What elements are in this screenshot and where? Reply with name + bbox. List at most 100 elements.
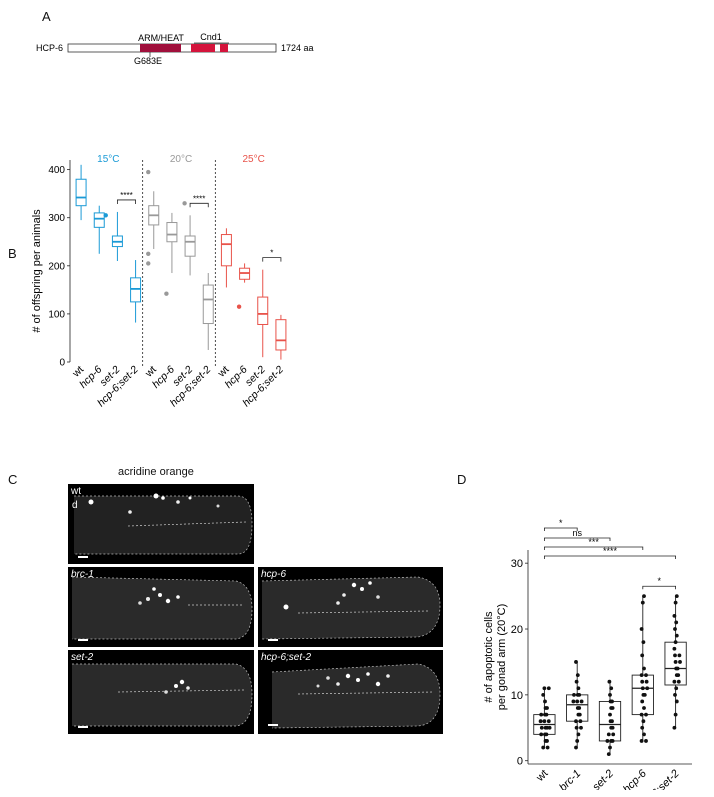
y-tick-label: 400: [48, 165, 65, 176]
data-point: [546, 719, 551, 724]
scale-bar: [78, 556, 88, 558]
scale-bar: [268, 724, 278, 726]
outlier-point: [146, 169, 151, 175]
data-point: [673, 640, 678, 645]
panel-label-b: B: [8, 246, 17, 261]
data-point: [673, 627, 677, 631]
arm-heat-domain: [140, 44, 181, 52]
data-point: [672, 679, 677, 684]
data-point: [677, 653, 682, 658]
data-point: [541, 692, 546, 697]
protein-name: HCP-6: [36, 43, 63, 53]
data-point: [577, 712, 582, 717]
offspring-boxplot: # of offspring per animals 0 100 200 300 400 1…: [31, 154, 287, 409]
data-point: [639, 673, 644, 678]
x-tick-label: wt: [534, 768, 551, 785]
y-tick-label: 0: [517, 756, 523, 768]
cnd1-label: Cnd1: [200, 32, 222, 42]
data-point: [545, 706, 549, 710]
distal-marker: d: [72, 500, 78, 511]
data-point: [642, 732, 646, 737]
apoptosis-boxplot: # of apoptotic cellsper gonad arm (20°C)…: [483, 518, 692, 790]
data-point: [676, 679, 681, 684]
data-point: [608, 692, 612, 697]
micrograph-hcp-6: hcp-6: [258, 567, 443, 647]
data-point: [574, 679, 579, 684]
data-point: [673, 653, 677, 658]
data-point: [639, 712, 644, 717]
micrograph-label-hcp-6: hcp-6: [261, 569, 287, 580]
y-tick-label: 20: [511, 624, 523, 636]
data-point: [644, 673, 648, 678]
data-point: [608, 745, 612, 750]
data-point: [644, 679, 649, 684]
box: [220, 234, 232, 267]
data-point: [640, 725, 645, 730]
group-label: 20°C: [170, 154, 192, 165]
acridine-orange-title: acridine orange: [118, 466, 194, 478]
arm-heat-label: ARM/HEAT: [138, 33, 184, 43]
y-axis-label: # of apoptotic cellsper gonad arm (20°C): [483, 604, 508, 711]
y-tick-label: 100: [48, 309, 65, 320]
box: [202, 284, 214, 325]
data-point: [678, 660, 682, 664]
comparison-bracket: [544, 546, 644, 550]
y-axis-label-line: per gonad arm (20°C): [496, 604, 508, 711]
micrograph-label-set-2: set-2: [71, 652, 94, 663]
data-point: [674, 686, 679, 691]
data-point: [641, 719, 646, 724]
data-point: [574, 745, 578, 750]
data-point: [574, 719, 578, 724]
data-point: [644, 712, 648, 717]
data-point: [640, 679, 645, 684]
data-point: [673, 600, 678, 605]
comparison-bracket: [642, 585, 676, 590]
outlier-point: [146, 261, 151, 266]
y-tick-label: 30: [511, 558, 523, 570]
protein-length: 1724 aa: [281, 43, 314, 53]
data-point: [538, 719, 543, 724]
cnd1-domain-part1: [191, 44, 215, 52]
data-point: [673, 712, 678, 717]
micrograph-label-wt: wt: [71, 486, 81, 497]
x-tick-label: hcp-6: [621, 767, 650, 790]
data-point: [544, 712, 549, 717]
data-point: [673, 692, 677, 697]
data-point: [575, 699, 580, 704]
data-point: [676, 673, 681, 678]
significance-label: ****: [193, 194, 205, 203]
data-point: [605, 739, 610, 743]
comparison-label: ****: [603, 546, 618, 556]
data-point: [642, 594, 646, 598]
data-point: [640, 686, 645, 691]
micrograph-label-hcp-6-set-2: hcp-6;set-2: [261, 652, 312, 663]
data-point: [609, 686, 614, 691]
y-axis-label: # of offspring per animals: [31, 209, 43, 333]
y-axis-label-line: # of apoptotic cells: [483, 611, 495, 703]
data-point: [673, 660, 678, 664]
data-point: [545, 725, 549, 730]
scale-bar: [268, 639, 278, 641]
scale-bar: [78, 639, 88, 641]
data-point: [572, 692, 576, 697]
data-point: [539, 732, 544, 737]
outlier-point: [146, 251, 151, 256]
data-point: [674, 594, 679, 598]
data-point: [576, 686, 581, 691]
data-point: [610, 699, 614, 704]
data-point: [674, 633, 679, 638]
y-tick-label: 0: [59, 358, 65, 369]
group-label: 15°C: [97, 154, 119, 165]
data-point: [607, 679, 612, 684]
data-point: [574, 725, 579, 730]
data-point: [672, 646, 677, 651]
scale-bar: [78, 726, 88, 728]
significance-bracket: [189, 202, 209, 208]
data-point: [674, 699, 679, 704]
data-point: [639, 739, 644, 743]
mutation-label: G683E: [134, 56, 162, 66]
data-point: [608, 712, 612, 717]
comparison-label: ***: [588, 537, 599, 547]
x-tick-label: brc-1: [557, 768, 583, 790]
data-point: [575, 673, 580, 678]
